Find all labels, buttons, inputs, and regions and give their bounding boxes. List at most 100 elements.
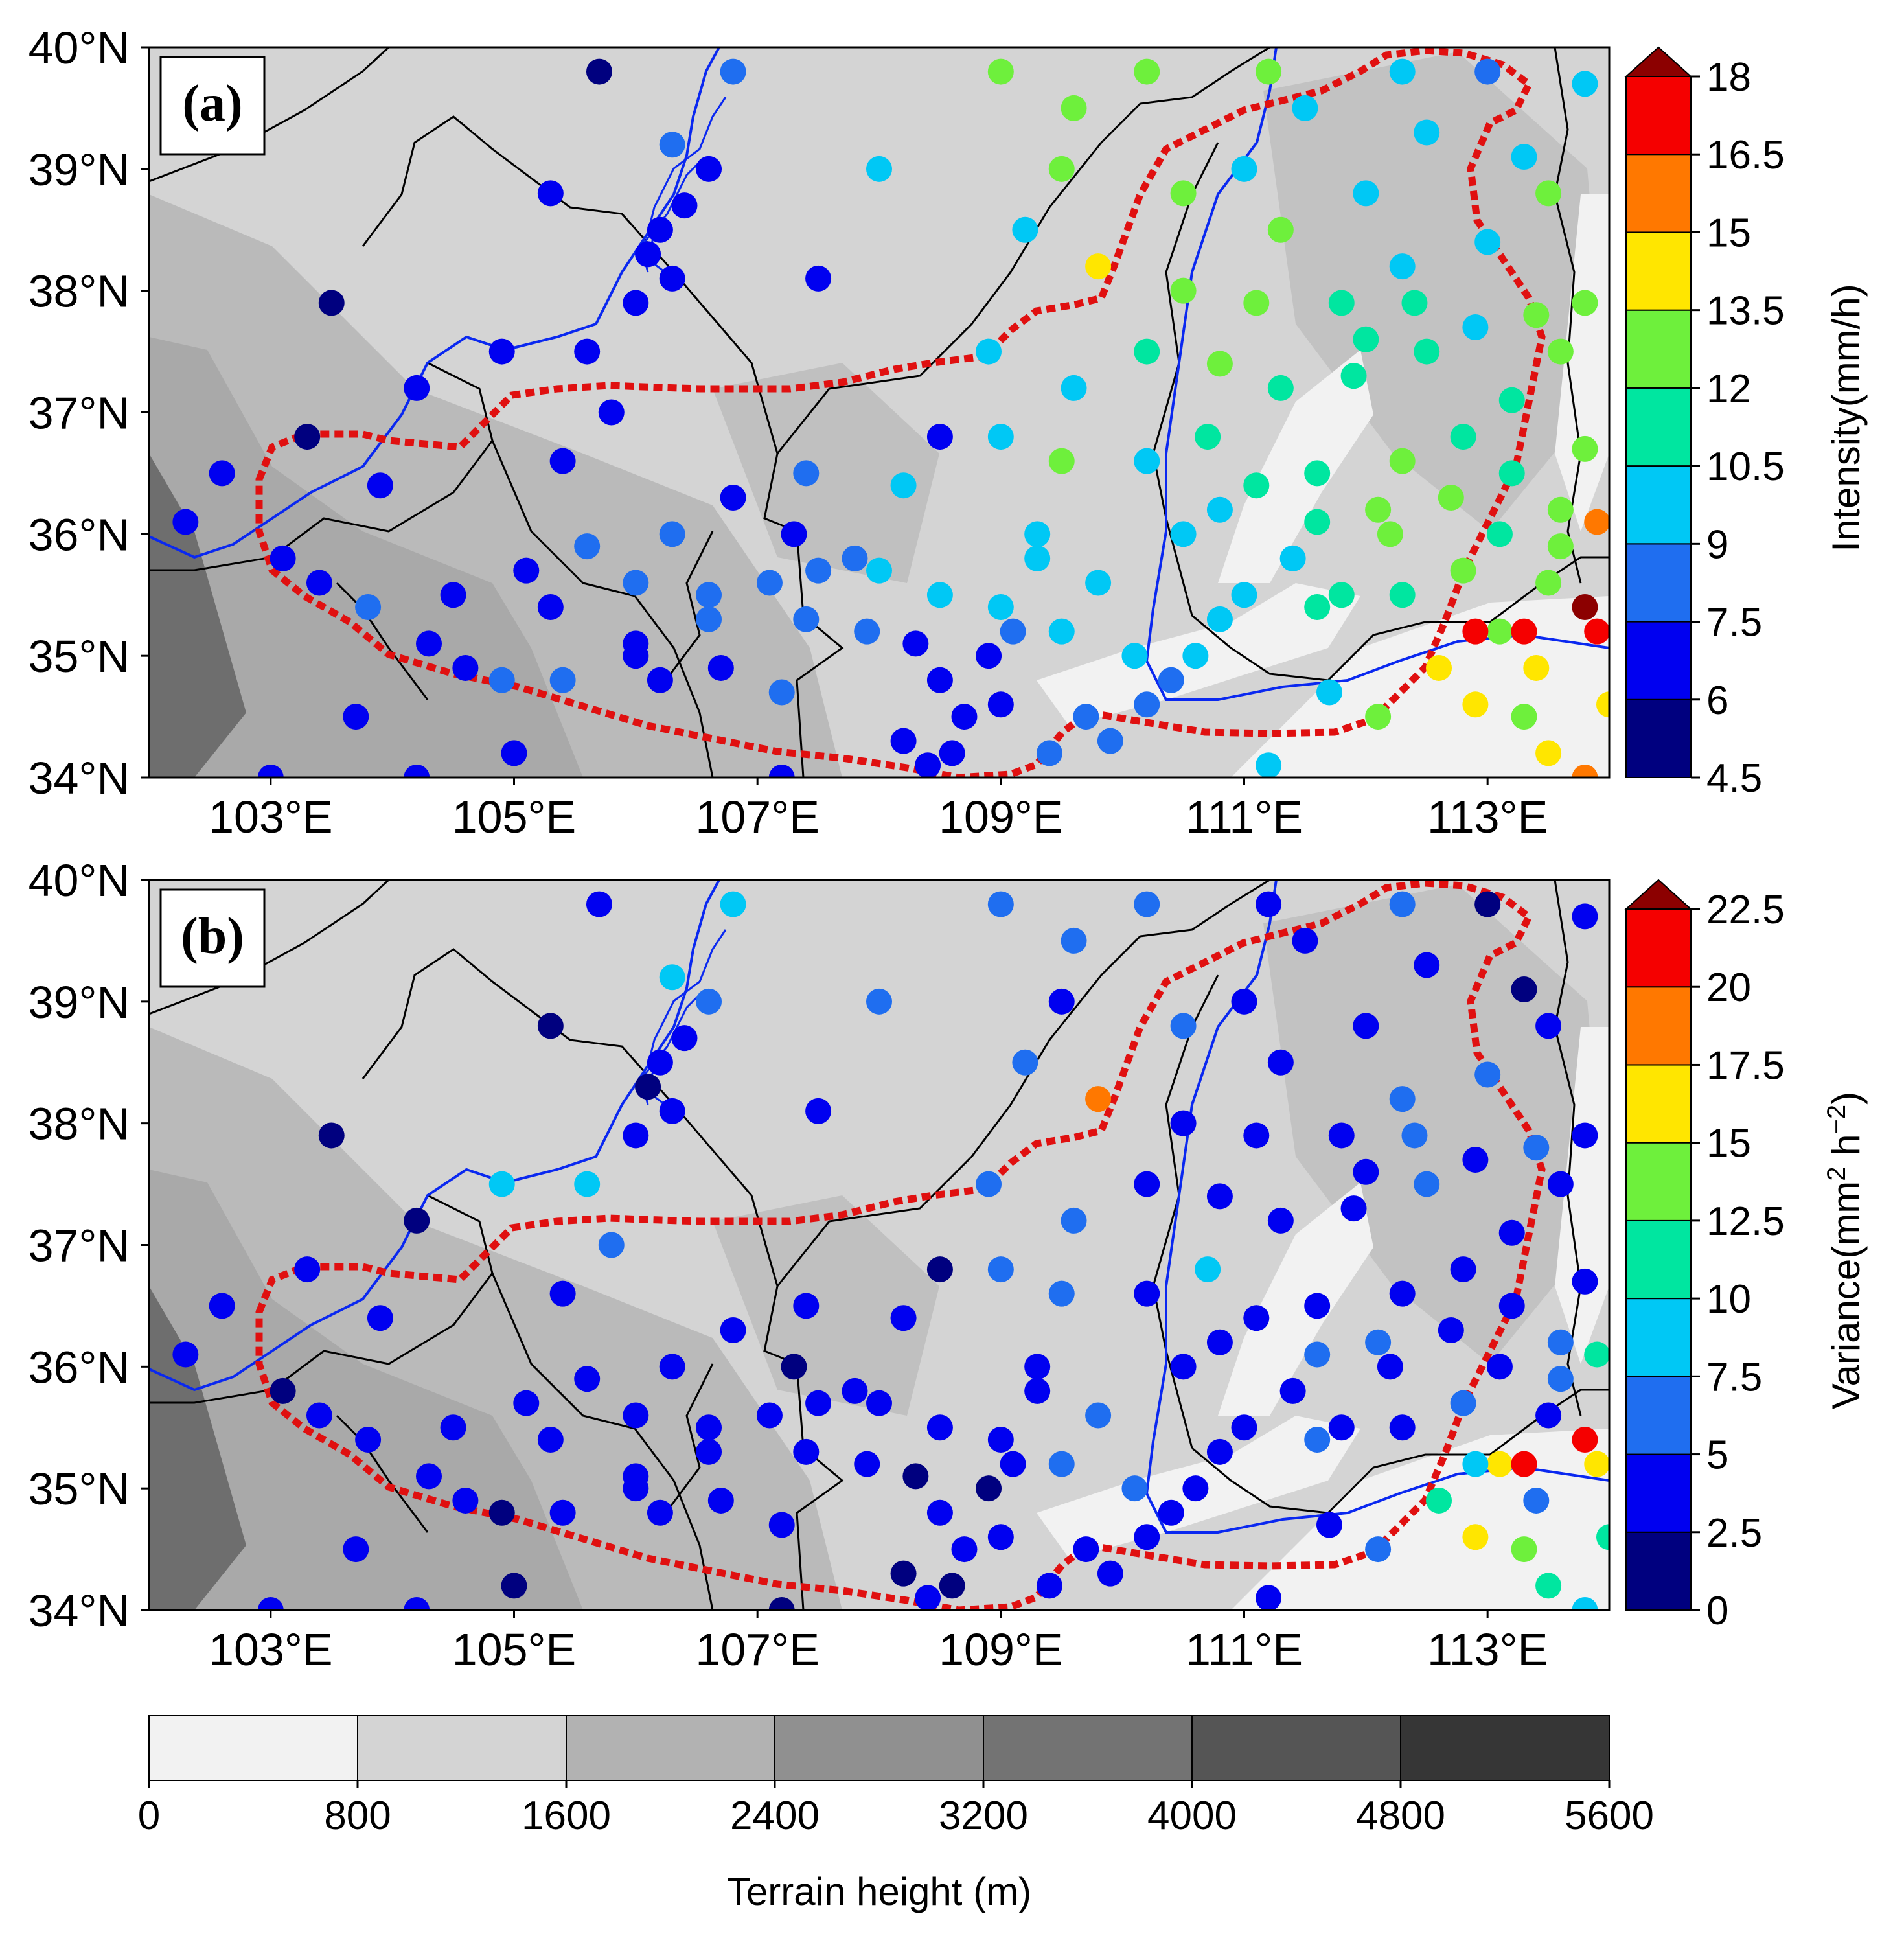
station-marker	[513, 557, 540, 584]
colorbar-tick-label: 12	[1706, 367, 1751, 411]
colorbar-segment	[1625, 1376, 1692, 1455]
station-marker	[1097, 728, 1123, 754]
station-marker	[488, 1171, 515, 1197]
colorbar-tick-label: 6	[1706, 678, 1728, 723]
station-marker	[1170, 1110, 1197, 1136]
station-marker	[1414, 338, 1440, 365]
station-marker	[890, 472, 917, 499]
station-marker	[209, 460, 235, 487]
station-marker	[1304, 509, 1331, 535]
station-marker	[1073, 704, 1099, 730]
station-marker	[1267, 375, 1294, 401]
station-marker	[1182, 1475, 1209, 1502]
station-marker	[1231, 1414, 1257, 1441]
station-marker	[768, 765, 795, 778]
station-marker	[1340, 363, 1367, 389]
station-marker	[1085, 253, 1112, 280]
station-marker	[1000, 1451, 1026, 1477]
x-tick-label: 109°E	[939, 1624, 1062, 1675]
station-marker	[926, 1414, 953, 1441]
colorbar-segment	[1625, 1064, 1692, 1144]
x-axis-a: 103°E 105°E 107°E 109°E 111°E 113°E	[209, 778, 1548, 842]
station-marker	[890, 1305, 917, 1331]
station-marker	[659, 1354, 685, 1380]
y-tick-label: 37°N	[29, 1221, 130, 1271]
colorbar-tick-label: 7.5	[1706, 601, 1762, 645]
station-marker	[1206, 606, 1233, 632]
station-marker	[1414, 1171, 1440, 1197]
station-marker	[1426, 654, 1452, 681]
station-marker	[586, 891, 612, 917]
station-marker	[488, 1499, 515, 1526]
station-marker	[926, 582, 953, 608]
station-marker	[318, 290, 345, 316]
station-marker	[1316, 679, 1342, 706]
panel-label-a-box: (a)	[159, 56, 266, 156]
station-marker	[549, 1280, 576, 1307]
x-tick-label: 111°E	[1186, 1624, 1303, 1675]
station-marker	[1170, 1013, 1197, 1039]
x-tick-label: 103°E	[209, 1624, 332, 1675]
station-marker	[1012, 216, 1038, 243]
colorbar-tick-label: 13.5	[1706, 289, 1785, 334]
station-marker	[623, 1122, 649, 1149]
panel-label-b: (b)	[181, 908, 244, 965]
y-tick-label: 35°N	[29, 1464, 130, 1514]
panel-label-b-box: (b)	[159, 888, 266, 988]
x-axis-b: 103°E 105°E 107°E 109°E 111°E 113°E	[209, 1610, 1548, 1675]
y-tick-label: 40°N	[29, 23, 130, 73]
station-marker	[1572, 594, 1598, 621]
terrain-colorbar-tick-label: 4000	[1147, 1793, 1237, 1838]
station-marker	[696, 606, 722, 632]
station-marker	[987, 1427, 1014, 1453]
station-marker	[1048, 618, 1075, 645]
station-marker	[756, 570, 783, 596]
station-marker	[1462, 1147, 1489, 1173]
colorbar-tick-label: 15	[1706, 1122, 1751, 1166]
station-marker	[866, 988, 892, 1015]
station-marker	[926, 1256, 953, 1283]
terrain-colorbar-segment	[983, 1715, 1193, 1781]
station-marker	[1061, 927, 1087, 954]
station-marker	[549, 448, 576, 474]
station-marker	[488, 667, 515, 693]
station-marker	[1158, 1499, 1184, 1526]
station-marker	[1389, 582, 1416, 608]
station-marker	[1414, 119, 1440, 146]
station-marker	[1365, 1536, 1392, 1563]
station-marker	[1547, 533, 1574, 560]
y-tick-label: 36°N	[29, 1342, 130, 1392]
station-marker	[1584, 1341, 1609, 1368]
station-marker	[659, 1098, 685, 1124]
station-marker	[866, 1390, 892, 1416]
station-marker	[1170, 180, 1197, 207]
colorbar-tick-label: 2.5	[1706, 1511, 1762, 1556]
station-marker	[172, 1341, 199, 1368]
station-marker	[1450, 424, 1476, 450]
station-marker	[257, 1597, 284, 1610]
station-marker	[1450, 557, 1476, 584]
station-marker	[987, 1256, 1014, 1283]
terrain-ridge-loess-b	[713, 1195, 939, 1416]
station-marker	[1073, 1536, 1099, 1563]
station-marker	[1097, 1560, 1123, 1587]
station-marker	[355, 1427, 382, 1453]
station-marker	[1085, 1086, 1112, 1112]
station-marker	[1206, 1438, 1233, 1465]
station-marker	[1048, 156, 1075, 182]
station-marker	[1182, 643, 1209, 669]
station-marker	[537, 1427, 564, 1453]
station-marker	[696, 1414, 722, 1441]
station-marker	[1304, 1293, 1331, 1319]
station-marker	[915, 1585, 941, 1610]
terrain-colorbar-tick-label: 3200	[939, 1793, 1028, 1838]
terrain-colorbar-tick-label: 5600	[1565, 1793, 1654, 1838]
station-marker	[537, 594, 564, 621]
station-marker	[1061, 95, 1087, 121]
station-marker	[842, 545, 868, 571]
station-marker	[976, 1171, 1002, 1197]
study-area-boundary-b	[255, 880, 1546, 1610]
colorbar-tick-label: 9	[1706, 522, 1728, 567]
station-marker	[1243, 1122, 1270, 1149]
station-marker	[355, 594, 382, 621]
